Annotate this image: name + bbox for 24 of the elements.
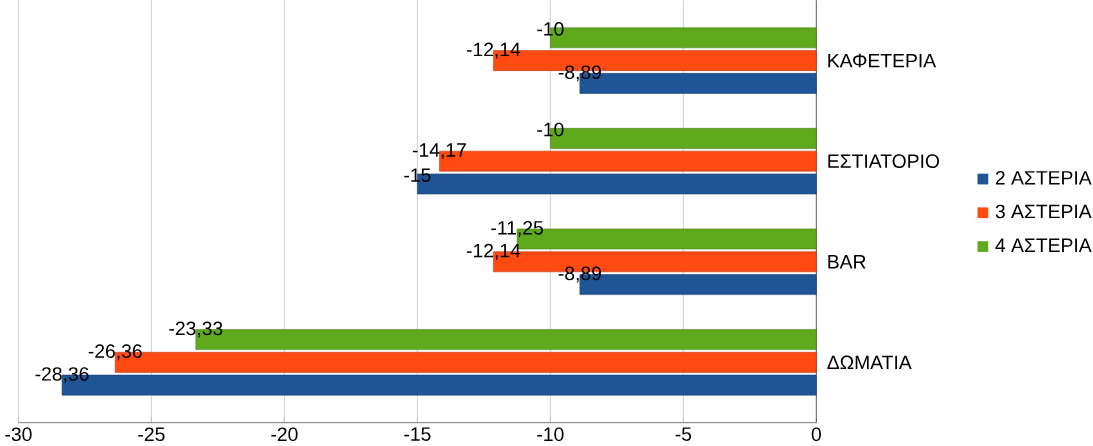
data-label: -23,33: [169, 321, 223, 338]
x-tick-label: -5: [675, 427, 692, 442]
legend-label: 3 ΑΣΤΕΡΙΑ: [995, 204, 1092, 219]
data-label: -14,17: [412, 143, 466, 160]
data-label: -26,36: [88, 344, 142, 361]
y-tick-label: ΚΑΦΕΤΕΡΙΑ: [828, 54, 937, 68]
data-label: -10: [537, 122, 564, 137]
x-tick-label: -20: [271, 427, 298, 442]
x-tick-label: -15: [404, 427, 431, 442]
data-label: -28,36: [35, 367, 89, 384]
y-tick-label: BAR: [828, 255, 866, 269]
x-tick-label: -25: [138, 427, 165, 442]
data-label: -10: [537, 22, 564, 36]
x-tick-label: -30: [5, 427, 32, 442]
y-tick-label: ΔΩΜΑΤΙΑ: [827, 355, 912, 370]
x-tick-label: -10: [537, 427, 564, 442]
x-tick-label: 0: [811, 427, 821, 442]
data-label: -15: [404, 168, 431, 183]
legend-label: 4 ΑΣΤΕΡΙΑ: [995, 238, 1092, 253]
data-label: -11,25: [491, 221, 543, 238]
legend-label: 2 ΑΣΤΕΡΙΑ: [995, 171, 1092, 185]
data-label: -12,14: [466, 42, 521, 59]
data-label: -12,14: [466, 243, 521, 260]
y-tick-label: ΕΣΤΙΑΤΟΡΙΟ: [828, 154, 940, 169]
